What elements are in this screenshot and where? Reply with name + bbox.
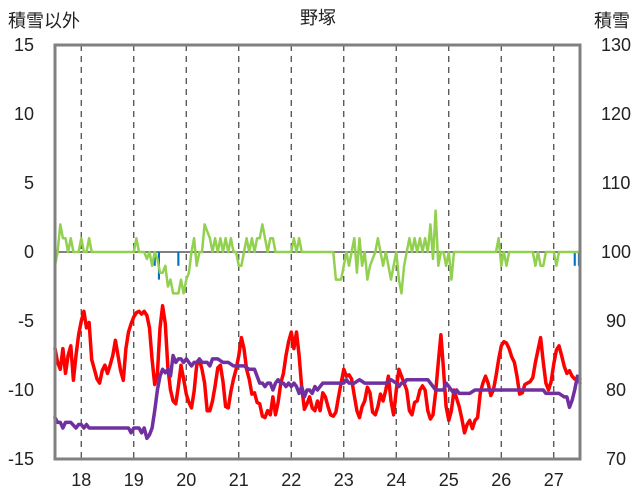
right-tick-label: 80 [606,380,626,400]
x-tick-label: 24 [386,470,406,490]
left-tick-label: -15 [8,449,34,469]
x-tick-label: 18 [71,470,91,490]
right-axis-label: 積雪 [594,11,630,32]
x-tick-label: 25 [439,470,459,490]
x-tick-label: 21 [229,470,249,490]
right-tick-label: 70 [606,449,626,469]
left-tick-label: 10 [14,104,34,124]
x-tick-label: 20 [176,470,196,490]
left-tick-label: -5 [18,311,34,331]
x-tick-label: 26 [491,470,511,490]
right-tick-label: 100 [601,242,631,262]
left-tick-label: 5 [24,173,34,193]
temperature-series-line [53,304,582,435]
x-tick-label: 23 [334,470,354,490]
x-axis-tick-labels: 18 19 20 21 22 23 24 25 26 27 [71,470,564,490]
plot-frame [53,43,582,461]
left-axis-label: 積雪以外 [8,11,80,32]
precipitation-bar-2 [177,252,180,266]
right-tick-label: 90 [606,311,626,331]
precipitation-bar-3 [573,252,576,266]
left-tick-label: -10 [8,380,34,400]
snow_depth-series-line [53,353,582,441]
left-axis-tick-labels: 15 10 5 0 -5 -10 -15 [8,35,34,469]
left-tick-label: 15 [14,35,34,55]
x-tick-label: 27 [544,470,564,490]
right-axis-tick-labels: 130 120 110 100 90 80 70 [601,35,631,469]
left-tick-label: 0 [24,242,34,262]
series-lines [53,209,582,441]
x-tick-label: 19 [124,470,144,490]
right-tick-label: 110 [602,173,631,193]
chart-title: 野塚 [300,8,336,29]
wind-series-line [53,209,582,295]
right-tick-label: 120 [601,104,631,124]
right-tick-label: 130 [601,35,631,55]
x-tick-label: 22 [281,470,301,490]
precipitation-bar-0 [153,252,156,266]
